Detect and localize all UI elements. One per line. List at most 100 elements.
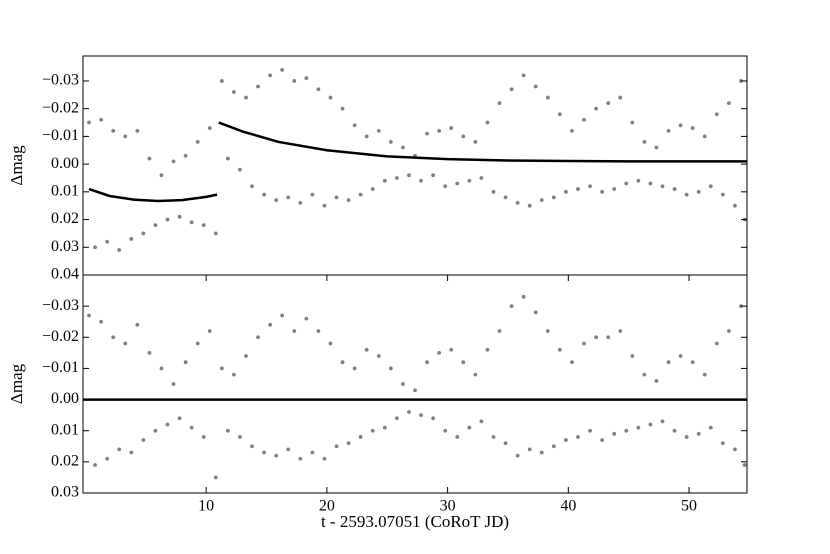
data-point — [407, 410, 411, 414]
data-point — [654, 378, 659, 383]
data-point — [413, 388, 417, 393]
data-point — [564, 189, 568, 194]
data-point — [407, 173, 411, 178]
data-point — [606, 335, 611, 340]
data-point — [570, 128, 574, 133]
data-point — [401, 382, 405, 386]
y-tick-label: 0.02 — [51, 453, 79, 470]
data-point — [292, 79, 297, 83]
data-point — [545, 95, 550, 100]
data-point — [238, 435, 242, 439]
data-point — [93, 463, 97, 467]
data-point — [733, 203, 737, 208]
data-point — [177, 416, 182, 421]
data-point — [352, 366, 357, 371]
data-point — [250, 184, 254, 189]
data-point — [129, 450, 134, 455]
data-point — [437, 128, 442, 133]
data-point — [394, 416, 399, 421]
data-point — [334, 195, 339, 200]
y-tick-label: −0.01 — [42, 127, 79, 144]
data-point — [557, 112, 562, 117]
data-point — [449, 126, 454, 130]
data-point — [111, 128, 116, 133]
data-point — [497, 329, 502, 333]
data-point — [455, 435, 460, 439]
data-point — [135, 128, 140, 133]
data-point — [322, 456, 327, 461]
y-tick-label: 0.04 — [51, 266, 79, 283]
data-point — [527, 447, 532, 452]
data-point — [153, 223, 158, 228]
data-point — [201, 435, 206, 439]
data-point — [358, 192, 363, 197]
data-point — [582, 117, 586, 122]
data-point — [521, 73, 526, 78]
data-point — [388, 366, 393, 371]
data-point — [292, 329, 297, 333]
data-point — [262, 450, 266, 455]
data-point — [129, 237, 134, 241]
data-point — [545, 329, 550, 333]
data-point — [431, 416, 436, 421]
data-point — [425, 360, 429, 365]
data-point — [232, 90, 236, 94]
data-point — [328, 95, 333, 100]
data-point — [280, 67, 285, 72]
data-point — [726, 101, 731, 106]
data-point — [165, 422, 170, 427]
data-point — [696, 189, 701, 194]
data-point — [183, 153, 188, 158]
data-point — [195, 140, 200, 144]
y-tick-label: −0.01 — [42, 359, 79, 376]
data-point — [207, 329, 212, 333]
data-point — [485, 347, 490, 352]
data-point — [437, 350, 442, 355]
data-point — [419, 178, 423, 183]
data-point — [364, 347, 369, 352]
axes-frame — [82, 55, 748, 276]
data-point — [467, 178, 472, 183]
data-point — [455, 181, 460, 186]
data-point — [274, 198, 279, 203]
data-point — [388, 140, 393, 144]
data-point — [99, 117, 104, 122]
data-point — [449, 347, 454, 352]
y-tick-label: −0.03 — [42, 72, 79, 89]
data-point — [225, 428, 230, 433]
data-point — [618, 95, 623, 100]
data-point — [382, 425, 387, 430]
data-point — [213, 475, 218, 480]
data-point — [672, 428, 677, 433]
data-point — [576, 187, 580, 191]
data-point — [225, 156, 230, 161]
data-point — [316, 87, 321, 92]
data-point — [93, 245, 97, 250]
data-point — [739, 304, 743, 309]
data-point — [87, 313, 91, 318]
data-point — [123, 341, 128, 346]
data-point — [286, 447, 291, 452]
y-tick-label: 0.02 — [51, 210, 79, 227]
data-point — [742, 463, 747, 467]
data-point — [298, 456, 303, 461]
data-point — [636, 425, 641, 430]
data-point — [268, 322, 273, 327]
data-point — [539, 450, 544, 455]
data-point — [533, 84, 538, 89]
data-point — [582, 341, 586, 346]
data-point — [503, 441, 508, 446]
data-point — [606, 101, 611, 106]
data-point — [310, 192, 315, 197]
data-point — [660, 184, 665, 189]
data-point — [117, 447, 122, 452]
x-tick-label: 50 — [681, 498, 697, 515]
data-point — [141, 438, 146, 442]
data-point — [570, 360, 574, 365]
data-point — [153, 428, 158, 433]
data-point — [195, 341, 200, 346]
data-point — [322, 203, 327, 208]
y-axis-label: Δmag — [7, 363, 26, 404]
data-point — [219, 79, 224, 83]
